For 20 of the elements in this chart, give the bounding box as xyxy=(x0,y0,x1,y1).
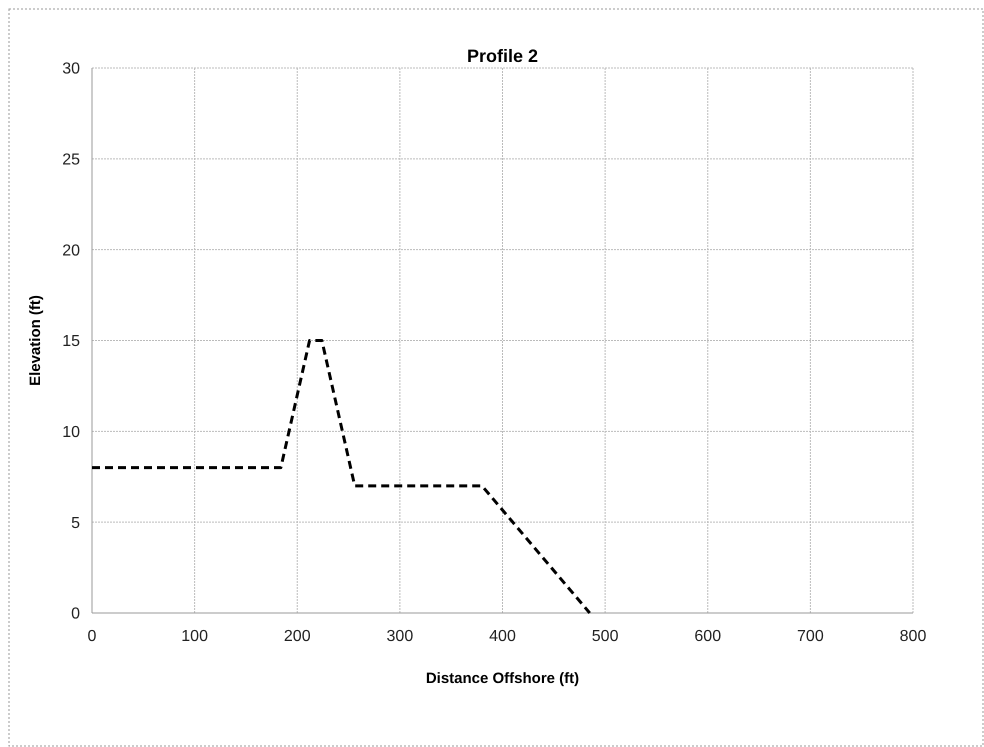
x-tick-label: 500 xyxy=(592,628,619,645)
y-tick-label: 15 xyxy=(62,333,80,350)
y-axis-title: Elevation (ft) xyxy=(27,295,44,386)
x-tick-label: 200 xyxy=(284,628,311,645)
x-tick-label: 300 xyxy=(386,628,414,645)
y-tick-label: 20 xyxy=(62,242,80,260)
x-tick-label: 400 xyxy=(489,628,516,645)
x-axis-title: Distance Offshore (ft) xyxy=(426,670,580,687)
x-tick-label: 600 xyxy=(694,628,722,645)
y-tick-label: 10 xyxy=(62,424,80,441)
y-tick-label: 5 xyxy=(71,514,80,532)
x-tick-label: 800 xyxy=(900,628,926,645)
y-tick-label: 30 xyxy=(62,60,80,78)
x-tick-label: 0 xyxy=(88,628,97,645)
x-tick-label: 100 xyxy=(181,628,208,645)
y-tick-label: 25 xyxy=(62,151,80,168)
chart-title: Profile 2 xyxy=(466,46,538,66)
x-tick-label: 700 xyxy=(797,628,824,645)
line-series xyxy=(90,339,592,614)
y-tick-label: 0 xyxy=(71,606,80,623)
